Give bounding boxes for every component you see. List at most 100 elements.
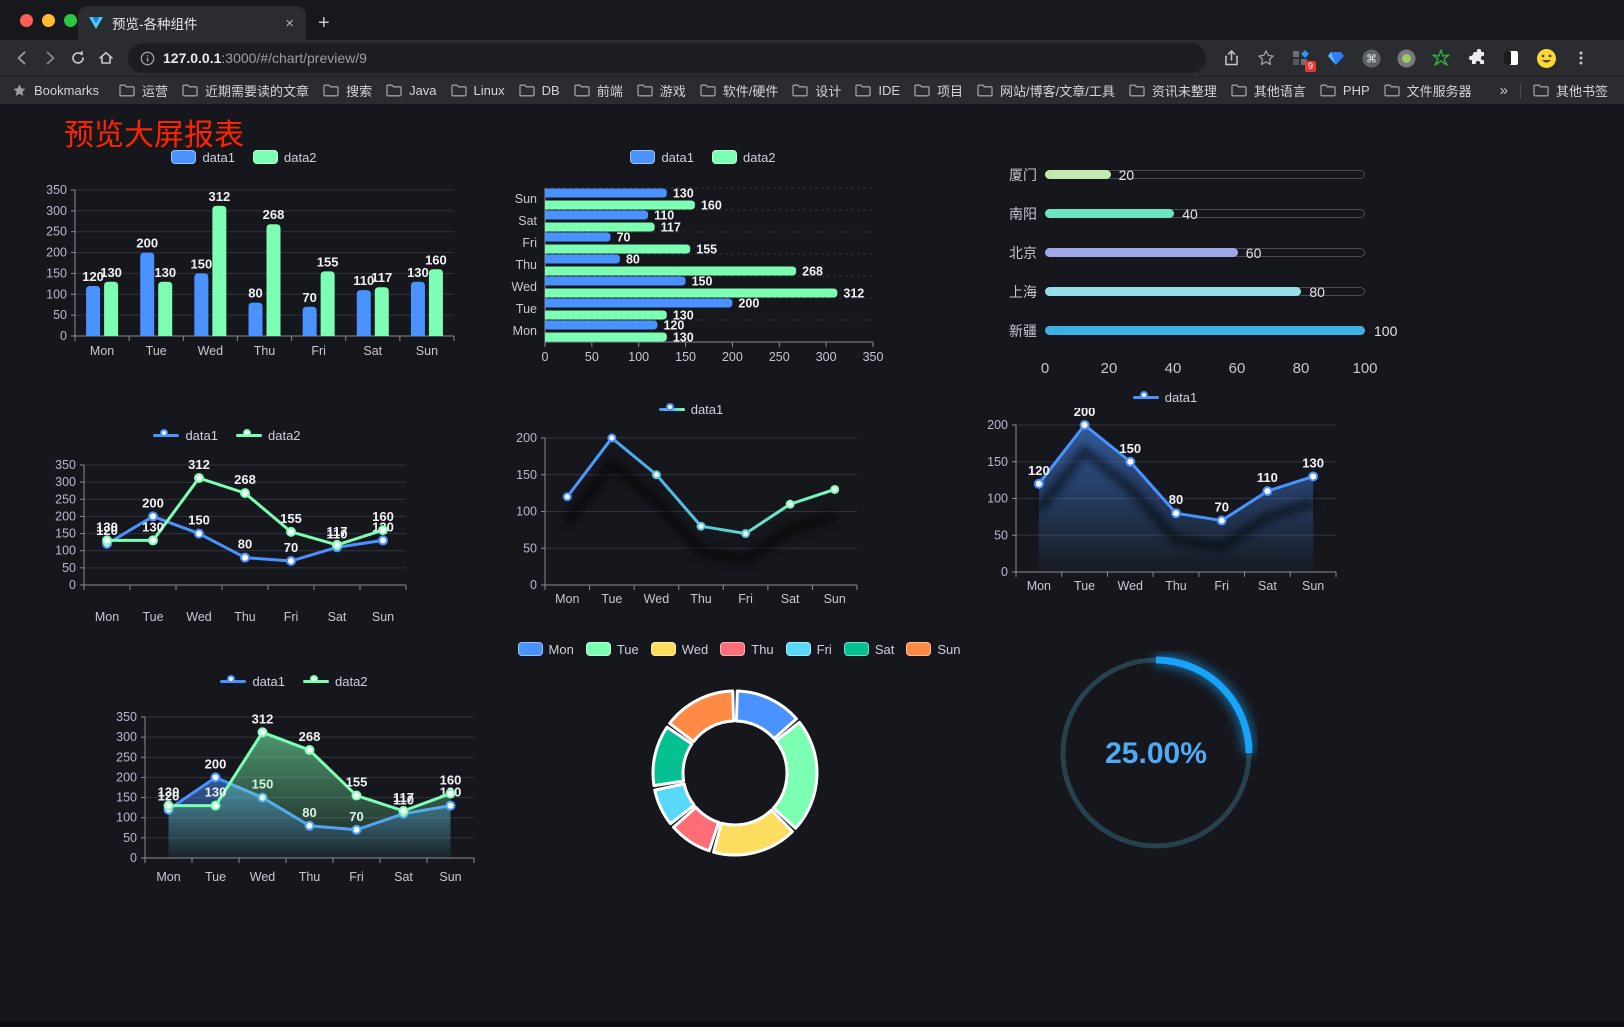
svg-text:130: 130 — [142, 519, 164, 534]
address-bar[interactable]: 127.0.0.1:3000/#/chart/preview/9 — [128, 43, 1206, 73]
minimize-window-button[interactable] — [42, 14, 55, 27]
bookmark-folder[interactable]: Java — [386, 83, 437, 98]
bookmarks-manager[interactable]: Bookmarks — [12, 83, 99, 98]
legend-line-marker — [303, 674, 329, 688]
bookmarks-overflow-chevron[interactable]: » — [1499, 82, 1508, 99]
legend-item-data1[interactable]: data1 — [171, 150, 235, 165]
legend-item-data1[interactable]: data1 — [630, 150, 694, 165]
extension-command-icon[interactable]: ⌘ — [1360, 47, 1382, 69]
svg-text:160: 160 — [372, 509, 394, 524]
bookmark-folder[interactable]: 搜索 — [323, 81, 372, 100]
legend-item-data1[interactable]: data1 — [153, 428, 218, 443]
svg-text:50: 50 — [123, 831, 137, 845]
bookmark-folder[interactable]: 文件服务器 — [1384, 81, 1472, 100]
forward-button[interactable] — [36, 44, 64, 72]
extension-contrast-icon[interactable] — [1500, 47, 1522, 69]
area-line-chart: data1 0 50 100 150 200 Mon Tue Wed Thu Fri Sat Sun 1… — [980, 386, 1350, 598]
bookmark-folder[interactable]: DB — [518, 83, 560, 98]
svg-text:120: 120 — [96, 523, 118, 538]
legend-item-data1[interactable]: data1 — [658, 402, 723, 417]
legend-item-Sat[interactable]: Sat — [843, 642, 894, 657]
legend-label: Thu — [751, 641, 774, 657]
legend-item-data1[interactable]: data1 — [1132, 390, 1197, 405]
legend-item-Thu[interactable]: Thu — [720, 641, 774, 657]
menu-kebab-icon[interactable] — [1570, 47, 1592, 69]
svg-text:312: 312 — [252, 711, 274, 726]
legend-item-data2[interactable]: data2 — [712, 150, 776, 165]
svg-text:110: 110 — [353, 273, 374, 288]
area-chart-two-series: data1 data2 0 50 100 150 200 250 300 350 Mon Tue We… — [100, 670, 488, 885]
folder-icon — [637, 84, 653, 97]
svg-text:0: 0 — [530, 578, 537, 592]
legend-item-data2[interactable]: data2 — [303, 674, 368, 689]
legend-item-data2[interactable]: data2 — [253, 150, 317, 165]
extension-green-star-icon[interactable] — [1430, 47, 1452, 69]
legend-item-Fri[interactable]: Fri — [785, 642, 832, 657]
bookmark-folder[interactable]: IDE — [855, 83, 900, 98]
bookmark-folder[interactable]: Linux — [450, 83, 505, 98]
other-bookmarks-folder[interactable]: 其他书签 — [1533, 81, 1608, 100]
new-tab-button[interactable]: + — [318, 12, 330, 34]
bookmark-folder[interactable]: 设计 — [792, 81, 841, 100]
back-button[interactable] — [8, 44, 36, 72]
legend-item-Tue[interactable]: Tue — [585, 642, 639, 657]
chart-legend: data1 data2 — [38, 424, 416, 446]
close-tab-icon[interactable]: × — [285, 14, 294, 32]
legend-label: data2 — [335, 673, 368, 689]
extension-gem-icon[interactable] — [1325, 47, 1347, 69]
folder-icon — [1384, 84, 1400, 97]
toolbar-right-icons: 9 ⌘ — [1220, 47, 1592, 72]
bookmark-folder[interactable]: 近期需要读的文章 — [182, 81, 309, 100]
share-icon[interactable] — [1220, 47, 1242, 69]
bookmark-folder[interactable]: 前端 — [574, 81, 623, 100]
progress-track: 80 — [1045, 284, 1365, 300]
legend-item-Mon[interactable]: Mon — [517, 642, 574, 657]
bookmark-folder[interactable]: 游戏 — [637, 81, 686, 100]
bookmark-folder[interactable]: 运营 — [119, 81, 168, 100]
bookmark-folder[interactable]: 项目 — [914, 81, 963, 100]
legend-item-Sun[interactable]: Sun — [906, 642, 960, 657]
bookmark-folder[interactable]: 其他语言 — [1231, 81, 1306, 100]
svg-text:Mon: Mon — [1027, 579, 1051, 593]
bookmark-folder-label: 搜索 — [346, 84, 373, 99]
svg-text:160: 160 — [701, 199, 722, 213]
extension-badge: 9 — [1304, 61, 1316, 72]
folder-icon — [977, 84, 993, 97]
legend-label: Wed — [681, 641, 709, 657]
bookmark-folder[interactable]: PHP — [1320, 83, 1370, 98]
bookmark-folder[interactable]: 网站/博客/文章/工具 — [977, 81, 1115, 100]
svg-text:300: 300 — [816, 350, 837, 364]
legend-item-Wed[interactable]: Wed — [650, 641, 709, 657]
bookmark-folder-label: 项目 — [937, 84, 964, 99]
extensions-puzzle-icon[interactable] — [1465, 47, 1487, 69]
svg-text:Wed: Wed — [512, 280, 538, 294]
extension-recorder-icon[interactable] — [1395, 47, 1417, 69]
line-chart-two-series: data1 data2 0 50 100 150 200 250 300 350 Mon Tue We… — [38, 424, 416, 632]
legend-swatch — [171, 150, 197, 164]
svg-text:Mon: Mon — [513, 324, 537, 338]
legend-item-data2[interactable]: data2 — [236, 428, 301, 443]
bookmark-folders: 运营 近期需要读的文章 搜索 Java Linux DB 前端 游戏 软件/硬件 设计 IDE 项目 网… — [119, 81, 1486, 100]
close-window-button[interactable] — [20, 14, 33, 27]
progress-row-新疆: 新疆 100 — [995, 311, 1397, 350]
browser-tab[interactable]: 预览-各种组件 × — [78, 6, 306, 40]
bookmark-folder[interactable]: 软件/硬件 — [700, 81, 778, 100]
svg-text:Fri: Fri — [738, 592, 753, 606]
extension-grid-icon[interactable]: 9 — [1290, 47, 1316, 72]
svg-text:150: 150 — [692, 275, 713, 289]
svg-text:350: 350 — [116, 710, 137, 724]
extension-emoji-icon[interactable] — [1535, 47, 1557, 69]
svg-text:200: 200 — [136, 236, 158, 251]
reload-button[interactable] — [64, 44, 92, 72]
home-button[interactable] — [92, 44, 120, 72]
progress-track: 60 — [1045, 245, 1365, 261]
legend-item-data1[interactable]: data1 — [220, 674, 285, 689]
legend-swatch — [720, 642, 746, 656]
bookmark-star-icon[interactable] — [1255, 47, 1277, 69]
site-info-icon[interactable] — [140, 51, 155, 66]
bookmark-folder[interactable]: 资讯未整理 — [1129, 81, 1217, 100]
legend-label: data2 — [743, 149, 776, 165]
svg-text:70: 70 — [617, 231, 631, 245]
maximize-window-button[interactable] — [64, 14, 77, 27]
bookmark-folder-label: 资讯未整理 — [1151, 84, 1217, 99]
